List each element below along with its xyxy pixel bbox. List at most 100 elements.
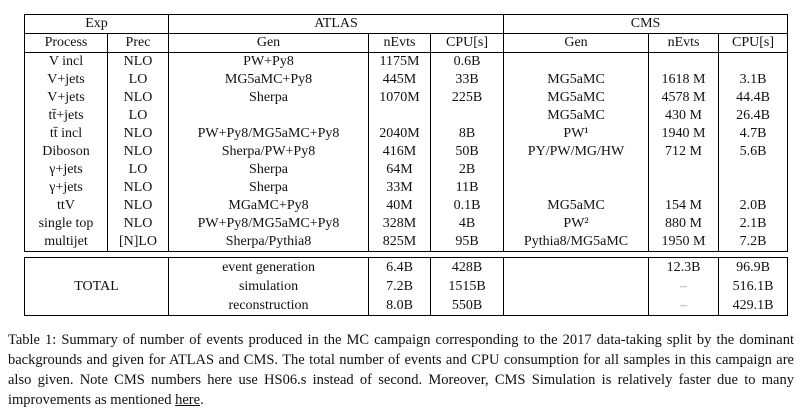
table-row: V+jets LO MG5aMC+Py8 445M 33B MG5aMC 1618 M 3.1… xyxy=(25,71,788,89)
cell-atlas_cpu: 0.1B xyxy=(429,197,504,215)
table-row: γ+jets LO Sherpa 64M 2B xyxy=(25,161,788,179)
cell-prec: LO xyxy=(107,71,169,89)
cell-atlas_gen xyxy=(168,107,369,125)
header-cms: CMS xyxy=(503,14,788,34)
totals-row: TOTAL event generation 6.4B 428B 12.3B 9… xyxy=(25,257,788,294)
cell-atlas_cpu: 33B xyxy=(429,71,504,89)
cell-cms_cpu: 7.2B xyxy=(718,233,788,252)
cell-process: tt̄ incl xyxy=(49,126,83,141)
cell-atlas_gen: PW+Py8 xyxy=(168,52,369,71)
table-row: multijet [N]LO Sherpa/Pythia8 825M 95B Pythia… xyxy=(25,233,788,252)
cell-atlas_nevts: 6.4B xyxy=(368,257,431,277)
cell-atlas_gen: Sherpa/PW+Py8 xyxy=(168,143,369,161)
header-exp: Exp xyxy=(24,14,169,34)
table-row: V+jets NLO Sherpa 1070M 225B MG5aMC 4578 M 44.4… xyxy=(25,89,788,107)
cell-process: multijet xyxy=(44,234,88,249)
cell-cms_cpu: 5.6B xyxy=(718,143,788,161)
cell-cms_cpu xyxy=(718,179,788,197)
cell-atlas_nevts: 1175M xyxy=(368,52,431,71)
cell-cms_gen xyxy=(503,296,649,316)
cell-cms_gen xyxy=(503,179,649,197)
cell-cms_cpu xyxy=(718,161,788,179)
cell-atlas_nevts: 40M xyxy=(368,197,431,215)
cell-atlas_nevts: 328M xyxy=(368,215,431,233)
cell-prec: NLO xyxy=(107,179,169,197)
cell-atlas_nevts xyxy=(368,107,431,125)
header-cms-nevts: nEvts xyxy=(648,33,719,53)
table-row: V incl NLO PW+Py8 1175M 0.6B xyxy=(25,52,788,71)
cell-atlas_nevts: 64M xyxy=(368,161,431,179)
cell-atlas_cpu xyxy=(429,107,504,125)
cell-cms_gen xyxy=(503,52,649,71)
header-atlas: ATLAS xyxy=(167,14,504,34)
cell-atlas_gen: Sherpa xyxy=(168,89,369,107)
cell-process: γ+jets xyxy=(49,162,83,177)
cell-atlas_gen: PW+Py8/MG5aMC+Py8 xyxy=(168,125,369,143)
cell-cms_gen: PY/PW/MG/HW xyxy=(503,143,649,161)
cell-atlas_cpu: 4B xyxy=(429,215,504,233)
here-link[interactable]: here xyxy=(175,392,201,408)
cell-cms_cpu: 44.4B xyxy=(718,89,788,107)
cell-cms_cpu: 2.1B xyxy=(718,215,788,233)
cell-atlas_gen: PW+Py8/MG5aMC+Py8 xyxy=(168,215,369,233)
header-process: Process xyxy=(24,33,108,53)
totals-table: TOTAL event generation 6.4B 428B 12.3B 9… xyxy=(24,257,789,316)
cell-cms_nevts xyxy=(648,52,719,71)
cell-prec: NLO xyxy=(107,125,169,143)
cell-cms_gen xyxy=(503,257,649,277)
cell-prec: NLO xyxy=(107,197,169,215)
cell-process: Diboson xyxy=(42,144,90,159)
cell-cms_nevts: – xyxy=(648,296,719,316)
cell-cms_nevts: 880 M xyxy=(648,215,719,233)
table-row: single top NLO PW+Py8/MG5aMC+Py8 328M 4B PW² 8… xyxy=(25,215,788,233)
cell-atlas_nevts: 7.2B xyxy=(368,277,431,296)
header-atlas-nevts: nEvts xyxy=(368,33,431,53)
table-row: tt̄ incl NLO PW+Py8/MG5aMC+Py8 2040M 8B PW¹ 19… xyxy=(25,125,788,143)
header-atlas-cpu: CPU[s] xyxy=(429,33,504,53)
cell-atlas_gen: Sherpa xyxy=(168,161,369,179)
caption-text: Table 1: Summary of number of events pro… xyxy=(8,332,794,408)
cell-atlas_cpu: 11B xyxy=(429,179,504,197)
cell-process: ttV xyxy=(57,198,75,213)
cell-cms_nevts: 1618 M xyxy=(648,71,719,89)
totals-row: simulation 7.2B 1515B – 516.1B xyxy=(25,277,788,296)
cell-atlas_gen: Sherpa/Pythia8 xyxy=(168,233,369,252)
cell-atlas_cpu: 225B xyxy=(429,89,504,107)
cell-atlas_cpu: 2B xyxy=(429,161,504,179)
cell-atlas_cpu: 0.6B xyxy=(429,52,504,71)
cell-cms_gen: MG5aMC xyxy=(503,197,649,215)
cell-cms_cpu: 3.1B xyxy=(718,71,788,89)
table-row: ttV NLO MGaMC+Py8 40M 0.1B MG5aMC 154 M 2.0B xyxy=(25,197,788,215)
cell-prec: [N]LO xyxy=(107,233,169,252)
cell-atlas_nevts: 33M xyxy=(368,179,431,197)
cell-process: tt̄+jets xyxy=(48,108,84,123)
cell-prec: LO xyxy=(107,161,169,179)
cell-cms_nevts: – xyxy=(648,277,719,296)
table-row: γ+jets NLO Sherpa 33M 11B xyxy=(25,179,788,197)
cell-cms_nevts: 712 M xyxy=(648,143,719,161)
cell-process: V+jets xyxy=(47,90,85,105)
cell-cms_nevts: 1940 M xyxy=(648,125,719,143)
table-caption: Table 1: Summary of number of events pro… xyxy=(8,330,794,410)
cell-cms_nevts: 1950 M xyxy=(648,233,719,252)
totals-row: reconstruction 8.0B 550B – 429.1B xyxy=(25,296,788,316)
cell-stage: simulation xyxy=(168,277,369,296)
cell-cms_cpu: 26.4B xyxy=(718,107,788,125)
table-row: Diboson NLO Sherpa/PW+Py8 416M 50B PY/PW/MG/H… xyxy=(25,143,788,161)
cell-cms_cpu: 2.0B xyxy=(718,197,788,215)
cell-cms_gen: MG5aMC xyxy=(503,89,649,107)
cell-cms_nevts: 12.3B xyxy=(648,257,719,277)
cell-atlas_cpu: 1515B xyxy=(430,277,504,296)
table-header: Exp ATLAS CMS Process Prec Gen nEvts CPU… xyxy=(24,14,788,53)
cell-atlas_nevts: 2040M xyxy=(368,125,431,143)
cell-process: V incl xyxy=(48,54,84,69)
cell-cms_nevts xyxy=(648,161,719,179)
cell-prec: NLO xyxy=(107,215,169,233)
cell-prec: LO xyxy=(107,107,169,125)
table-body: V incl NLO PW+Py8 1175M 0.6B V+jets LO MG5aMC+P… xyxy=(25,52,788,252)
cell-cms_nevts: 4578 M xyxy=(648,89,719,107)
cell-process: γ+jets xyxy=(49,180,83,195)
table-row: tt̄+jets LO MG5aMC 430 M 26.4B xyxy=(25,107,788,125)
cell-atlas_nevts: 416M xyxy=(368,143,431,161)
